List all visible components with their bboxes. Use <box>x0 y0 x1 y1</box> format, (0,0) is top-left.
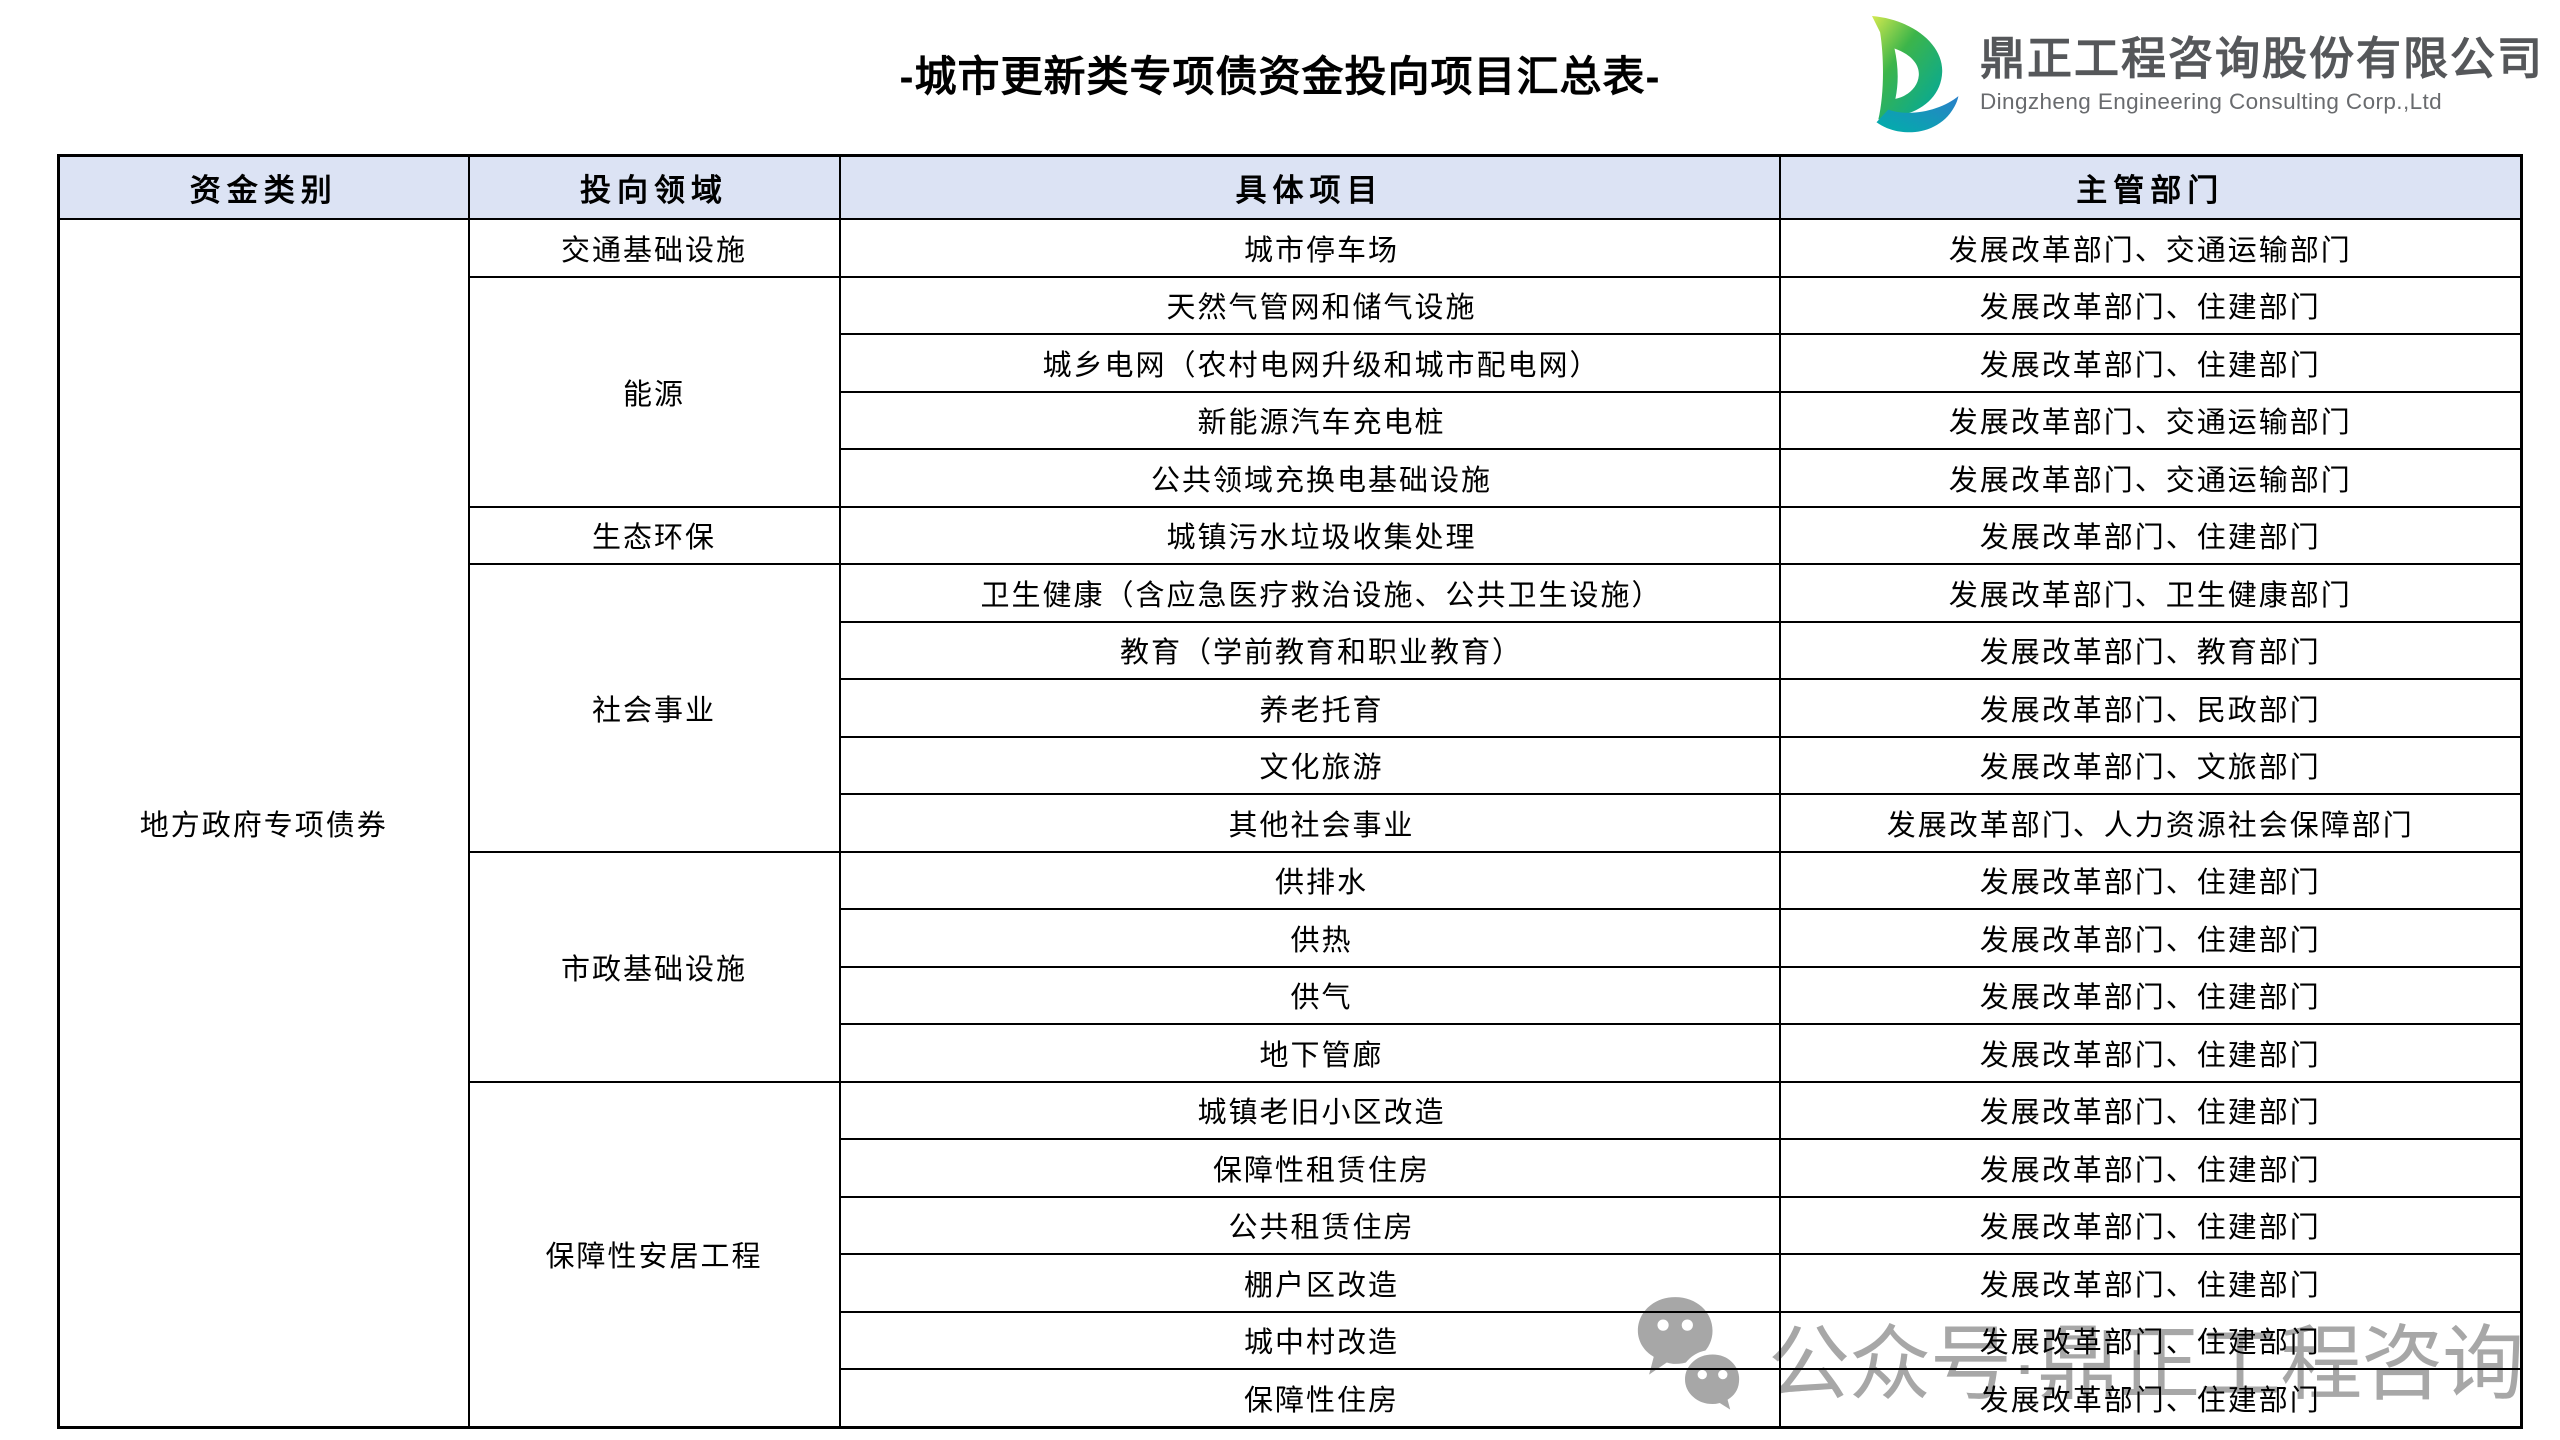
cell-project: 保障性租赁住房 <box>838 1138 1781 1198</box>
cell-department: 发展改革部门、住建部门 <box>1778 505 2523 565</box>
table-row: 保障性住房 发展改革部门、住建部门 <box>59 1368 2523 1428</box>
table-row: 公共领域充换电基础设施 发展改革部门、交通运输部门 <box>59 448 2523 508</box>
cell-department: 发展改革部门、住建部门 <box>1778 333 2523 393</box>
table-row: 生态环保 城镇污水垃圾收集处理 发展改革部门、住建部门 <box>59 505 2523 565</box>
cell-department: 发展改革部门、住建部门 <box>1778 1368 2523 1428</box>
table-row: 公共租赁住房 发展改革部门、住建部门 <box>59 1195 2523 1255</box>
cell-department: 发展改革部门、住建部门 <box>1778 1080 2523 1140</box>
company-name-en: Dingzheng Engineering Consulting Corp.,L… <box>1979 89 2443 115</box>
cell-department: 发展改革部门、交通运输部门 <box>1778 390 2523 450</box>
cell-project: 其他社会事业 <box>838 793 1781 853</box>
page-title: -城市更新类专项债资金投向项目汇总表- <box>899 53 1661 100</box>
cell-fund-category: 地方政府专项债券 <box>57 218 470 1428</box>
table-row: 养老托育 发展改革部门、民政部门 <box>59 678 2523 738</box>
cell-department: 发展改革部门、住建部门 <box>1778 850 2523 910</box>
cell-department: 发展改革部门、住建部门 <box>1778 908 2523 968</box>
cell-project: 天然气管网和储气设施 <box>838 275 1781 335</box>
cell-project: 城乡电网（农村电网升级和城市配电网） <box>838 333 1781 393</box>
cell-project: 养老托育 <box>838 678 1781 738</box>
table-row: 社会事业 卫生健康（含应急医疗救治设施、公共卫生设施） 发展改革部门、卫生健康部门 <box>59 563 2523 853</box>
cell-department: 发展改革部门、交通运输部门 <box>1778 448 2523 508</box>
cell-field: 市政基础设施 <box>467 850 841 1083</box>
company-logo: 鼎正工程咨询股份有限公司 Dingzheng Engineering Consu… <box>1854 14 2544 136</box>
cell-project: 公共租赁住房 <box>838 1195 1781 1255</box>
cell-department: 发展改革部门、卫生健康部门 <box>1778 563 2523 623</box>
cell-department: 发展改革部门、住建部门 <box>1778 1310 2523 1370</box>
company-name-block: 鼎正工程咨询股份有限公司 Dingzheng Engineering Consu… <box>1980 35 2544 115</box>
cell-department: 发展改革部门、住建部门 <box>1778 1138 2523 1198</box>
cell-field: 保障性安居工程 <box>467 1080 841 1428</box>
cell-project: 保障性住房 <box>838 1368 1781 1428</box>
cell-field: 社会事业 <box>467 563 841 853</box>
cell-project: 文化旅游 <box>838 735 1781 795</box>
cell-department: 发展改革部门、住建部门 <box>1778 965 2523 1025</box>
table-row: 保障性租赁住房 发展改革部门、住建部门 <box>59 1138 2523 1198</box>
table-row: 新能源汽车充电桩 发展改革部门、交通运输部门 <box>59 390 2523 450</box>
cell-project: 新能源汽车充电桩 <box>838 390 1781 450</box>
cell-department: 发展改革部门、人力资源社会保障部门 <box>1778 793 2523 853</box>
cell-field: 能源 <box>467 275 841 508</box>
cell-project: 公共领域充换电基础设施 <box>838 448 1781 508</box>
column-header-2: 具体项目 <box>838 154 1781 220</box>
summary-table: 资金类别 投向领域 具体项目 主管部门 地方政府专项债券 交通基础设施 城市停车场 发展改革… <box>57 154 2523 1429</box>
cell-department: 发展改革部门、住建部门 <box>1778 1253 2523 1313</box>
cell-project: 教育（学前教育和职业教育） <box>838 620 1781 680</box>
cell-department: 发展改革部门、住建部门 <box>1778 1023 2523 1083</box>
cell-field: 生态环保 <box>467 505 841 565</box>
cell-project: 城中村改造 <box>838 1310 1781 1370</box>
column-header-0: 资金类别 <box>57 154 470 220</box>
company-name-cn: 鼎正工程咨询股份有限公司 <box>1979 32 2544 84</box>
table-row: 教育（学前教育和职业教育） 发展改革部门、教育部门 <box>59 620 2523 680</box>
table-row: 供热 发展改革部门、住建部门 <box>59 908 2523 968</box>
cell-project: 地下管廊 <box>838 1023 1781 1083</box>
cell-department: 发展改革部门、住建部门 <box>1778 1195 2523 1255</box>
table-row: 城中村改造 发展改革部门、住建部门 <box>59 1310 2523 1370</box>
table-row: 城乡电网（农村电网升级和城市配电网） 发展改革部门、住建部门 <box>59 333 2523 393</box>
table-row: 地下管廊 发展改革部门、住建部门 <box>59 1023 2523 1083</box>
cell-project: 供热 <box>838 908 1781 968</box>
table-header-row: 资金类别 投向领域 具体项目 主管部门 <box>57 154 2523 220</box>
cell-field: 交通基础设施 <box>467 218 841 278</box>
table-row: 供气 发展改革部门、住建部门 <box>59 965 2523 1025</box>
cell-department: 发展改革部门、民政部门 <box>1778 678 2523 738</box>
cell-project: 卫生健康（含应急医疗救治设施、公共卫生设施） <box>838 563 1781 623</box>
dingzheng-logo-d-icon <box>1871 16 1959 133</box>
cell-project: 城镇污水垃圾收集处理 <box>838 505 1781 565</box>
cell-department: 发展改革部门、文旅部门 <box>1778 735 2523 795</box>
table-row: 文化旅游 发展改革部门、文旅部门 <box>59 735 2523 795</box>
cell-department: 发展改革部门、教育部门 <box>1778 620 2523 680</box>
cell-project: 供气 <box>838 965 1781 1025</box>
column-header-3: 主管部门 <box>1778 154 2523 220</box>
table-row: 棚户区改造 发展改革部门、住建部门 <box>59 1253 2523 1313</box>
column-header-1: 投向领域 <box>467 154 841 220</box>
cell-project: 城市停车场 <box>838 218 1781 278</box>
cell-department: 发展改革部门、交通运输部门 <box>1778 218 2523 278</box>
cell-project: 供排水 <box>838 850 1781 910</box>
cell-project: 城镇老旧小区改造 <box>838 1080 1781 1140</box>
table-row: 地方政府专项债券 交通基础设施 城市停车场 发展改革部门、交通运输部门 <box>57 218 2523 1428</box>
cell-department: 发展改革部门、住建部门 <box>1778 275 2523 335</box>
cell-project: 棚户区改造 <box>838 1253 1781 1313</box>
table-row: 市政基础设施 供排水 发展改革部门、住建部门 <box>59 850 2523 1083</box>
table-row: 能源 天然气管网和储气设施 发展改革部门、住建部门 <box>59 275 2523 508</box>
table-row: 保障性安居工程 城镇老旧小区改造 发展改革部门、住建部门 <box>59 1080 2523 1428</box>
table-row: 其他社会事业 发展改革部门、人力资源社会保障部门 <box>59 793 2523 853</box>
